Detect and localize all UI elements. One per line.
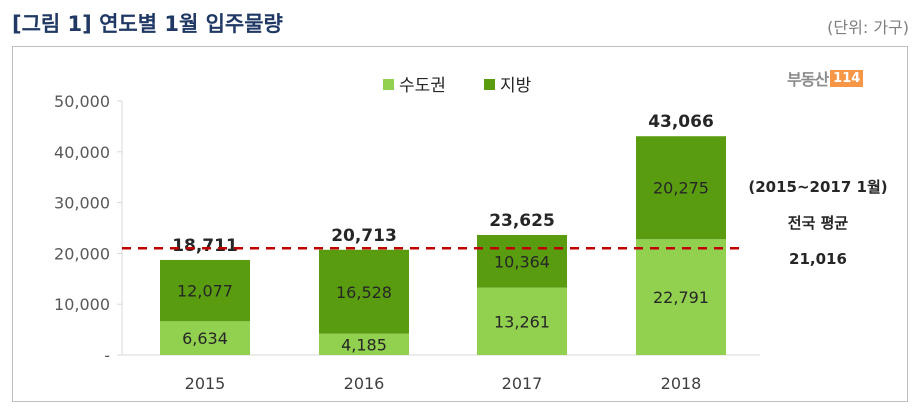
legend-label-지방: 지방 — [500, 76, 532, 96]
unit-label: (단위: 가구) — [827, 18, 909, 37]
reference-label-line: (2015~2017 1월) — [748, 178, 887, 196]
bar-segment-지방-2015 — [160, 259, 250, 322]
bar-segment-지방-2017 — [477, 234, 567, 288]
bar-segment-지방-2016 — [319, 249, 409, 334]
brand-logo: 부동산 114 — [787, 66, 864, 90]
bar-segment-수도권-2018 — [636, 239, 726, 355]
total-label: 43,066 — [648, 112, 714, 132]
y-tick-label: - — [104, 346, 110, 365]
legend-swatch-수도권 — [383, 79, 394, 90]
y-tick-label: 40,000 — [54, 143, 110, 162]
bar-segment-지방-2018 — [636, 136, 726, 240]
bar-segment-수도권-2015 — [160, 321, 250, 355]
reference-label-line: 전국 평균 — [788, 214, 849, 232]
data-label-수도권: 22,791 — [653, 288, 709, 307]
brand-badge: 114 — [830, 69, 864, 87]
x-tick-label: 2017 — [502, 374, 543, 393]
x-tick-label: 2015 — [185, 374, 226, 393]
data-label-수도권: 6,634 — [182, 329, 228, 348]
data-label-지방: 20,275 — [653, 179, 709, 198]
y-tick-label: 50,000 — [54, 92, 110, 111]
data-label-지방: 16,528 — [336, 283, 392, 302]
x-tick-label: 2018 — [661, 374, 702, 393]
total-label: 23,625 — [489, 211, 555, 231]
bar-segment-수도권-2016 — [319, 333, 409, 355]
data-label-지방: 12,077 — [177, 282, 233, 301]
y-tick-label: 10,000 — [54, 295, 110, 314]
data-label-수도권: 4,185 — [341, 335, 387, 354]
data-label-지방: 10,364 — [494, 252, 550, 271]
reference-label-line: 21,016 — [789, 250, 847, 268]
total-label: 20,713 — [331, 226, 397, 246]
total-label: 18,711 — [172, 236, 238, 256]
y-tick-label: 20,000 — [54, 244, 110, 263]
data-label-수도권: 13,261 — [494, 312, 550, 331]
chart-frame — [12, 46, 908, 402]
y-tick-label: 30,000 — [54, 194, 110, 213]
chart-title: [그림 1] 연도별 1월 입주물량 — [12, 12, 283, 36]
legend-swatch-지방 — [484, 79, 495, 90]
x-tick-label: 2016 — [344, 374, 385, 393]
legend-label-수도권: 수도권 — [399, 76, 446, 96]
brand-text: 부동산 — [787, 70, 829, 89]
bar-segment-수도권-2017 — [477, 287, 567, 355]
